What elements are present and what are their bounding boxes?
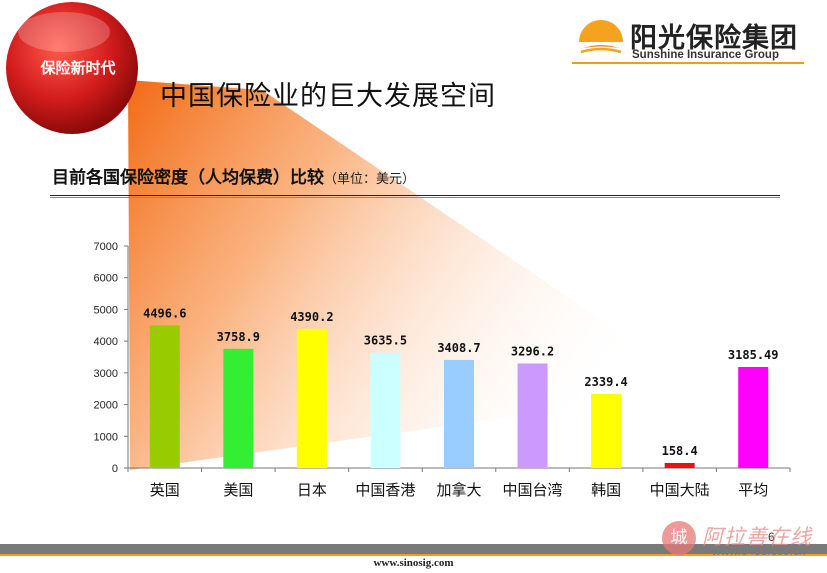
x-tick-label: 中国大陆: [650, 481, 710, 499]
bar: [664, 462, 695, 468]
x-tick-label: 加拿大: [436, 481, 481, 499]
chart-subtitle: 目前各国保险密度（人均保费）比较（单位：美元）: [52, 163, 415, 188]
page-number: 6: [768, 530, 775, 544]
bar: [370, 352, 401, 468]
y-tick-label: 2000: [94, 400, 118, 412]
y-tick-label: 3000: [94, 368, 118, 380]
footer-accent-line: [0, 554, 827, 556]
footer-url: www.sinosig.com: [373, 557, 454, 569]
bar: [591, 393, 622, 468]
bar: [223, 348, 254, 468]
sun-logo-icon: [579, 20, 623, 54]
chart-subtitle-unit: （单位：美元）: [324, 172, 416, 187]
data-label: 3185.49: [728, 348, 779, 362]
bar: [517, 363, 548, 468]
badge-circle: [6, 2, 138, 134]
y-tick-label: 4000: [94, 336, 118, 348]
company-name-en: Sunshine Insurance Group: [632, 49, 779, 61]
logo-underline: [572, 62, 804, 64]
chart-bars: [149, 325, 769, 468]
data-label: 158.4: [662, 444, 698, 458]
watermark-url: www.0483.cc0.cn: [712, 544, 806, 558]
data-label: 3635.5: [364, 334, 407, 348]
chart-labels: 4496.6 英国 3758.9 美国 4390.2 日本 3635.5 中国香港 3408.7…: [143, 306, 778, 499]
bar: [296, 328, 327, 468]
data-label: 3758.9: [217, 330, 260, 344]
y-tick-label: 6000: [94, 273, 118, 285]
x-tick-label: 英国: [150, 481, 180, 499]
subtitle-divider-shadow: [50, 197, 780, 198]
bar: [149, 325, 180, 468]
x-tick-label: 中国台湾: [503, 481, 563, 499]
page-title: 中国保险业的巨大发展空间: [160, 81, 496, 112]
y-tick-label: 7000: [94, 241, 118, 253]
y-tick-label: 5000: [94, 304, 118, 316]
subtitle-divider: [50, 195, 780, 196]
watermark-text: 阿拉善在线: [702, 525, 812, 549]
data-label: 3296.2: [511, 344, 554, 358]
badge-highlight: [18, 12, 110, 52]
x-tick-label: 日本: [297, 481, 327, 499]
data-label: 4390.2: [290, 310, 333, 324]
x-tick-label: 韩国: [591, 481, 621, 499]
data-label: 3408.7: [437, 341, 480, 355]
x-tick-label: 平均: [738, 481, 768, 499]
y-tick-label: 1000: [94, 431, 118, 443]
badge-label: 保险新时代: [40, 59, 116, 77]
bar: [738, 366, 769, 468]
bar: [444, 359, 474, 468]
y-tick-label: 0: [112, 463, 118, 475]
x-tick-label: 中国香港: [355, 481, 415, 499]
footer-bar: [0, 544, 827, 554]
company-name-cn: 阳光保险集团: [630, 23, 798, 54]
chart-subtitle-main: 目前各国保险密度（人均保费）比较: [52, 168, 324, 188]
data-label: 2339.4: [584, 375, 627, 389]
data-label: 4496.6: [143, 306, 186, 320]
x-tick-label: 美国: [223, 481, 253, 499]
chart-axes: 0 1000 2000 3000 4000 5000 6000 7000: [94, 241, 791, 475]
orange-beam: [128, 80, 705, 470]
watermark-seal: 城: [662, 521, 696, 555]
